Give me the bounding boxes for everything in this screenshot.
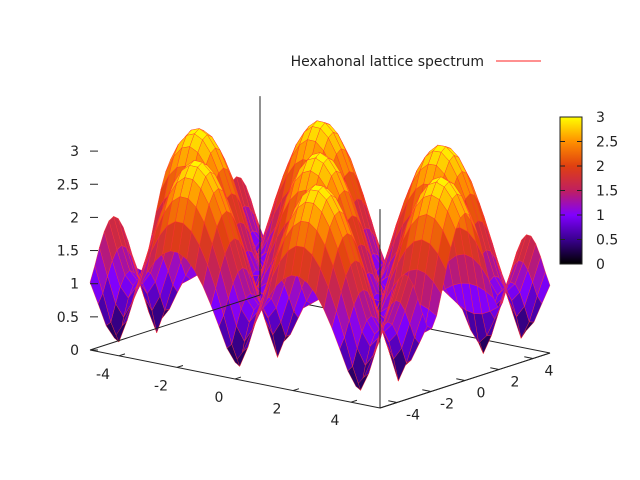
z-tick-label: 1.5 bbox=[57, 244, 79, 260]
x-tick bbox=[176, 364, 184, 368]
colorbar-tick-label: 0 bbox=[596, 257, 605, 273]
y-tick bbox=[490, 367, 500, 370]
y-tick bbox=[524, 356, 534, 359]
y-tick bbox=[388, 400, 398, 403]
z-tick-label: 2 bbox=[70, 210, 79, 226]
x-tick-label: -4 bbox=[96, 367, 110, 383]
y-tick bbox=[422, 389, 432, 392]
x-tick bbox=[350, 399, 358, 403]
axes-layer: 0 0.5 1 1.5 2 2.5 3 -4 -2 0 2 4 -4 -2 0 2 4 bbox=[57, 96, 554, 429]
colorbar-tick-label: 3 bbox=[596, 110, 605, 126]
z-tick-label: 2.5 bbox=[57, 177, 79, 193]
y-tick-label: 2 bbox=[511, 375, 520, 391]
y-tick-label: 0 bbox=[477, 386, 486, 402]
y-tick bbox=[456, 378, 466, 381]
surface-cell bbox=[89, 265, 104, 305]
z-tick-label: 0 bbox=[70, 343, 79, 359]
x-tick-label: 0 bbox=[215, 390, 224, 406]
x-tick-label: 2 bbox=[273, 402, 282, 418]
x-tick-label: 4 bbox=[331, 413, 340, 429]
colorbar-tick-label: 1.5 bbox=[596, 184, 618, 200]
x-tick bbox=[118, 353, 126, 357]
legend: Hexahonal lattice spectrum bbox=[291, 54, 541, 70]
x-tick bbox=[234, 376, 242, 380]
colorbar-tick-label: 0.5 bbox=[596, 233, 618, 249]
y-tick-label: -2 bbox=[440, 397, 454, 413]
surface-layer bbox=[89, 120, 551, 409]
colorbar-tick-label: 2.5 bbox=[596, 135, 618, 151]
z-tick-label: 1 bbox=[70, 277, 79, 293]
colorbar: 0 0.5 1 1.5 2 2.5 3 bbox=[559, 110, 618, 273]
x-tick bbox=[292, 388, 300, 392]
colorbar-tick-label: 1 bbox=[596, 208, 605, 224]
z-tick-label: 0.5 bbox=[57, 310, 79, 326]
legend-label: Hexahonal lattice spectrum bbox=[291, 54, 484, 70]
y-tick-label: -4 bbox=[406, 408, 420, 424]
colorbar-tick-label: 2 bbox=[596, 159, 605, 175]
x-tick-label: -2 bbox=[154, 378, 168, 394]
z-tick-label: 3 bbox=[70, 144, 79, 160]
left-base-edge bbox=[89, 294, 261, 351]
y-tick-label: 4 bbox=[545, 364, 554, 380]
